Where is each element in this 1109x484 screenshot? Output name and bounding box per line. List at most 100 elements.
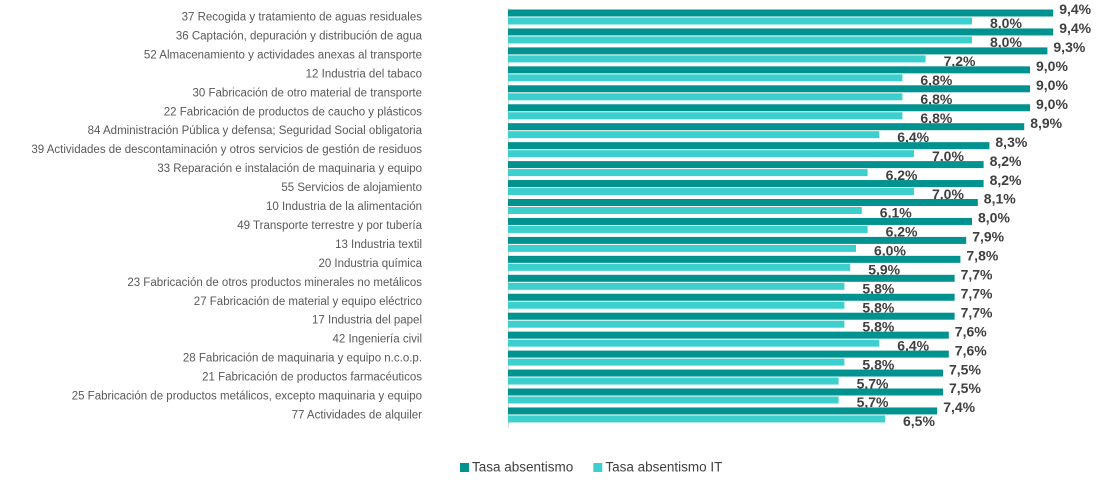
bar [508, 150, 914, 158]
value-label: 5,8% [862, 318, 894, 334]
value-label: 7,6% [955, 323, 987, 339]
value-label: 5,7% [857, 394, 889, 410]
value-label: 6,8% [920, 91, 952, 107]
bar [508, 85, 1030, 93]
value-label: 6,8% [920, 72, 952, 88]
bar [508, 74, 903, 82]
bar [508, 199, 978, 206]
bar [508, 312, 955, 320]
bar [508, 301, 845, 309]
bar [508, 55, 926, 63]
bar [508, 339, 880, 347]
category-label: 20 Industria química [318, 258, 422, 270]
bar [508, 369, 943, 377]
category-label: 39 Actividades de descontaminación y otr… [31, 144, 422, 156]
legend-swatch [593, 463, 603, 472]
value-label: 6,8% [920, 110, 952, 126]
category-label: 13 Industria textil [335, 239, 422, 251]
value-label: 6,4% [897, 337, 929, 353]
value-label: 8,0% [978, 210, 1010, 226]
bar [508, 104, 1030, 112]
bar [508, 244, 856, 252]
category-label: 27 Fabricación de material y equipo eléc… [194, 296, 422, 308]
value-label: 8,0% [990, 34, 1022, 50]
value-label: 6,5% [903, 413, 935, 429]
bar [508, 169, 868, 177]
bar [508, 66, 1030, 74]
bar [508, 161, 984, 169]
legend-label: Tasa absentismo [472, 460, 573, 475]
value-label: 6,2% [886, 167, 918, 183]
bar [508, 17, 972, 25]
category-label: 30 Fabricación de otro material de trans… [193, 87, 422, 99]
category-label: 55 Servicios de alojamiento [281, 182, 422, 194]
category-label: 10 Industria de la alimentación [266, 201, 422, 213]
value-label: 9,4% [1059, 1, 1091, 17]
bar [508, 188, 914, 196]
value-label: 7,7% [961, 285, 993, 301]
bar [508, 396, 839, 404]
category-label: 84 Administración Pública y defensa; Seg… [88, 125, 423, 137]
bar [508, 131, 880, 139]
bar [508, 331, 949, 339]
bar [508, 274, 955, 282]
category-label: 12 Industria del tabaco [306, 68, 422, 80]
value-label: 8,2% [990, 153, 1022, 169]
value-label: 9,4% [1059, 20, 1091, 36]
value-label: 5,7% [857, 375, 889, 391]
value-label: 7,7% [961, 304, 993, 320]
value-label: 7,8% [966, 248, 998, 264]
value-label: 8,1% [984, 191, 1016, 207]
value-label: 9,0% [1036, 96, 1068, 112]
value-label: 7,5% [949, 380, 981, 396]
value-label: 7,5% [949, 361, 981, 377]
bar [508, 207, 862, 214]
value-label: 8,3% [995, 134, 1027, 150]
bar [508, 123, 1025, 131]
value-label: 6,4% [897, 129, 929, 145]
value-label: 5,8% [862, 281, 894, 297]
value-label: 6,1% [880, 205, 912, 221]
value-label: 7,0% [932, 148, 964, 164]
value-label: 7,6% [955, 342, 987, 358]
legend-swatch [460, 463, 469, 472]
category-label: 23 Fabricación de otros productos minera… [127, 277, 422, 289]
bar [508, 388, 943, 396]
bar [508, 320, 845, 328]
bar [508, 377, 839, 385]
category-label: 17 Industria del papel [312, 315, 422, 327]
bar [508, 350, 949, 358]
category-label: 42 Ingeniería civil [333, 334, 423, 346]
bar [508, 93, 903, 101]
value-label: 6,2% [886, 224, 918, 240]
bar [508, 407, 938, 415]
value-label: 5,8% [862, 299, 894, 315]
category-label: 49 Transporte terrestre y por tubería [237, 220, 422, 232]
value-label: 7,2% [944, 53, 976, 69]
bar [508, 47, 1048, 55]
bar [508, 263, 851, 271]
bar [508, 36, 972, 44]
bar [508, 282, 845, 290]
bar [508, 142, 990, 150]
value-label: 6,0% [874, 243, 906, 259]
bar [508, 236, 967, 244]
value-label: 8,2% [990, 172, 1022, 188]
value-label: 9,3% [1053, 39, 1085, 55]
value-label: 5,8% [862, 356, 894, 372]
category-label: 77 Actividades de alquiler [292, 409, 423, 421]
category-label: 36 Captación, depuración y distribución … [176, 30, 423, 42]
bar [508, 180, 984, 188]
value-label: 8,0% [990, 15, 1022, 31]
value-label: 7,7% [961, 267, 993, 283]
bar [508, 225, 868, 233]
value-label: 9,0% [1036, 77, 1068, 93]
category-label: 33 Reparación e instalación de maquinari… [157, 163, 422, 175]
bar [508, 255, 961, 263]
bar [508, 9, 1054, 17]
bar [508, 217, 972, 225]
legend-label: Tasa absentismo IT [605, 460, 722, 475]
bar [508, 358, 845, 366]
bar [508, 293, 955, 301]
